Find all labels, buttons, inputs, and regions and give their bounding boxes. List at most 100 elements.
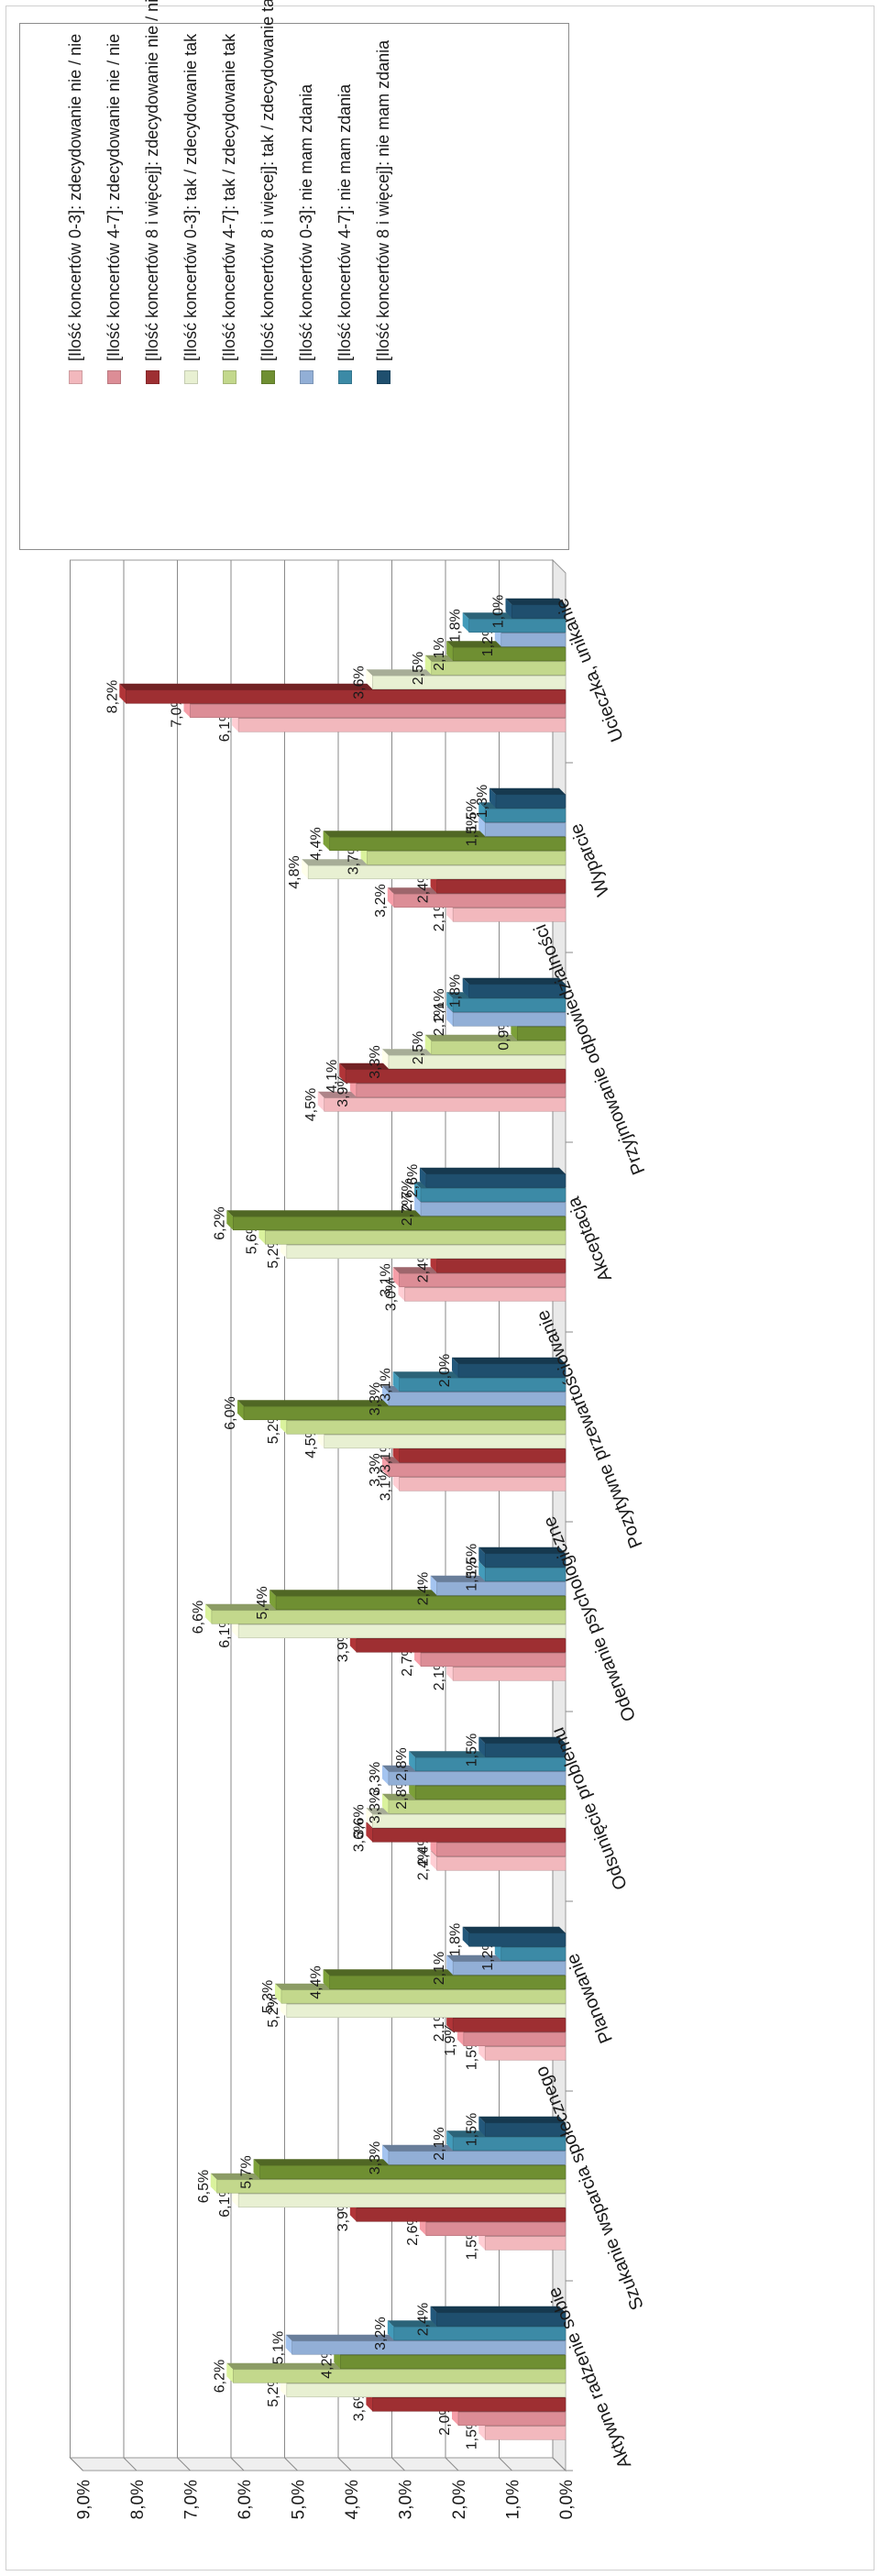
bar-top — [462, 612, 469, 633]
gridline-side — [445, 2457, 459, 2471]
bar — [420, 1187, 566, 1203]
bar — [372, 1813, 566, 1829]
bar — [275, 1595, 566, 1611]
legend-item: [Ilość koncertów 8 i więcej]: tak / zdec… — [258, 0, 277, 384]
bar-top — [452, 1357, 458, 1378]
legend-label: [Ilość koncertów 8 i więcej]: tak / zdec… — [258, 0, 277, 361]
y-tick-label: 6,0% — [236, 2480, 255, 2519]
bar — [484, 808, 566, 823]
bar-top — [462, 977, 469, 998]
bar — [463, 2031, 566, 2047]
bar-side — [462, 977, 566, 985]
data-label: 2,1% — [432, 1952, 447, 1985]
bar-top — [430, 1850, 437, 1871]
bar — [452, 1667, 566, 1681]
bar-top — [381, 1765, 389, 1786]
bar-top — [478, 1561, 486, 1581]
data-label: 6,2% — [212, 2360, 227, 2393]
legend-swatch — [145, 370, 160, 384]
data-label: 1,8% — [448, 1923, 464, 1956]
data-label: 2,4% — [416, 2303, 432, 2336]
bar — [425, 2221, 566, 2237]
legend-label: [Ilość koncertów 8 i więcej]: zdecydowan… — [142, 0, 161, 361]
data-label: 3,3% — [368, 2141, 383, 2174]
y-tick-label: 7,0% — [182, 2480, 202, 2519]
data-label: 2,1% — [432, 988, 447, 1021]
bar — [452, 2018, 566, 2032]
data-label: 3,2% — [373, 2317, 389, 2350]
data-label: 6,0% — [223, 1396, 238, 1429]
bar-top — [414, 1195, 422, 1216]
bar-top — [226, 2362, 234, 2383]
data-label: 2,4% — [416, 1572, 432, 1605]
legend-item: [Ilość koncertów 0-3]: zdecydowanie nie … — [66, 34, 84, 384]
bar-top — [339, 1062, 346, 1084]
data-label: 1,5% — [464, 798, 479, 831]
bar — [436, 1856, 566, 1871]
data-label: 4,8% — [287, 855, 302, 888]
data-label: 2,4% — [416, 1847, 432, 1880]
bar-top — [381, 1457, 389, 1477]
bar — [356, 2207, 566, 2222]
bar-top — [317, 1091, 324, 1112]
bar — [399, 1377, 566, 1393]
bar — [292, 2340, 566, 2355]
bar — [517, 1026, 566, 1041]
data-label: 3,1% — [379, 1263, 394, 1296]
bar — [452, 908, 566, 922]
gridline-side — [499, 2457, 512, 2471]
legend-item: [Ilość koncertów 0-3]: nie mam zdania — [297, 84, 315, 384]
category-label: Wyparcie — [566, 820, 614, 898]
bar — [190, 703, 566, 719]
legend-label: [Ilość koncertów 8 i więcej]: nie mam zd… — [373, 39, 392, 361]
data-label: 2,8% — [394, 1747, 410, 1780]
data-label: 3,6% — [351, 666, 367, 699]
bar — [414, 1756, 566, 1772]
bar — [388, 2151, 566, 2165]
data-label: 4,5% — [303, 1088, 319, 1121]
data-label: 2,5% — [411, 652, 426, 685]
data-label: 3,6% — [351, 1819, 367, 1852]
bar-side — [478, 1547, 566, 1554]
bar — [457, 2411, 566, 2427]
y-tick-label: 2,0% — [450, 2480, 469, 2519]
data-label: 3,3% — [368, 1790, 383, 1823]
bar-top — [392, 1267, 400, 1287]
bar — [414, 1785, 566, 1800]
y-tick-label: 0,0% — [557, 2480, 577, 2519]
chart-sheet: 0,0% 1,0% 2,0% 3,0% 4,0% 5,0% 6,0% 7,0% 8,0% 9,0%… — [6, 0, 874, 2570]
bar — [484, 1743, 566, 1757]
bar-top — [419, 1167, 426, 1188]
bar-top — [366, 1808, 373, 1828]
bar — [512, 604, 566, 619]
bar — [452, 997, 566, 1013]
bar — [457, 1363, 566, 1378]
data-label: 3,3% — [368, 1045, 383, 1078]
bar — [388, 1462, 566, 1478]
bar-top — [387, 887, 394, 908]
bar — [372, 675, 566, 690]
legend-swatch — [260, 370, 275, 384]
bar — [243, 1405, 566, 1421]
bar — [388, 1771, 566, 1786]
bar — [259, 2164, 566, 2180]
bar-top — [478, 2116, 486, 2137]
data-label: 4,1% — [324, 1060, 340, 1093]
data-label: 4,4% — [309, 1965, 324, 1998]
data-label: 4,4% — [309, 827, 324, 860]
data-label: 2,1% — [432, 2127, 447, 2160]
legend-label: [Ilość koncertów 0-3]: nie mam zdania — [296, 83, 315, 361]
bar-side — [489, 787, 566, 795]
bar-side — [452, 1357, 566, 1364]
data-label: 3,1% — [379, 1368, 394, 1401]
bar-top — [446, 1006, 454, 1027]
bar — [468, 984, 566, 998]
data-label: 2,5% — [411, 1031, 426, 1064]
bar — [425, 1173, 566, 1188]
data-label: 1,0% — [491, 595, 507, 628]
legend-item: [Ilość koncertów 8 i więcej]: zdecydowan… — [143, 0, 161, 384]
data-label: 2,1% — [432, 1003, 447, 1036]
bar-side — [478, 2116, 566, 2123]
data-label: 2,6% — [405, 1164, 421, 1197]
data-label: 3,0% — [384, 1278, 400, 1311]
